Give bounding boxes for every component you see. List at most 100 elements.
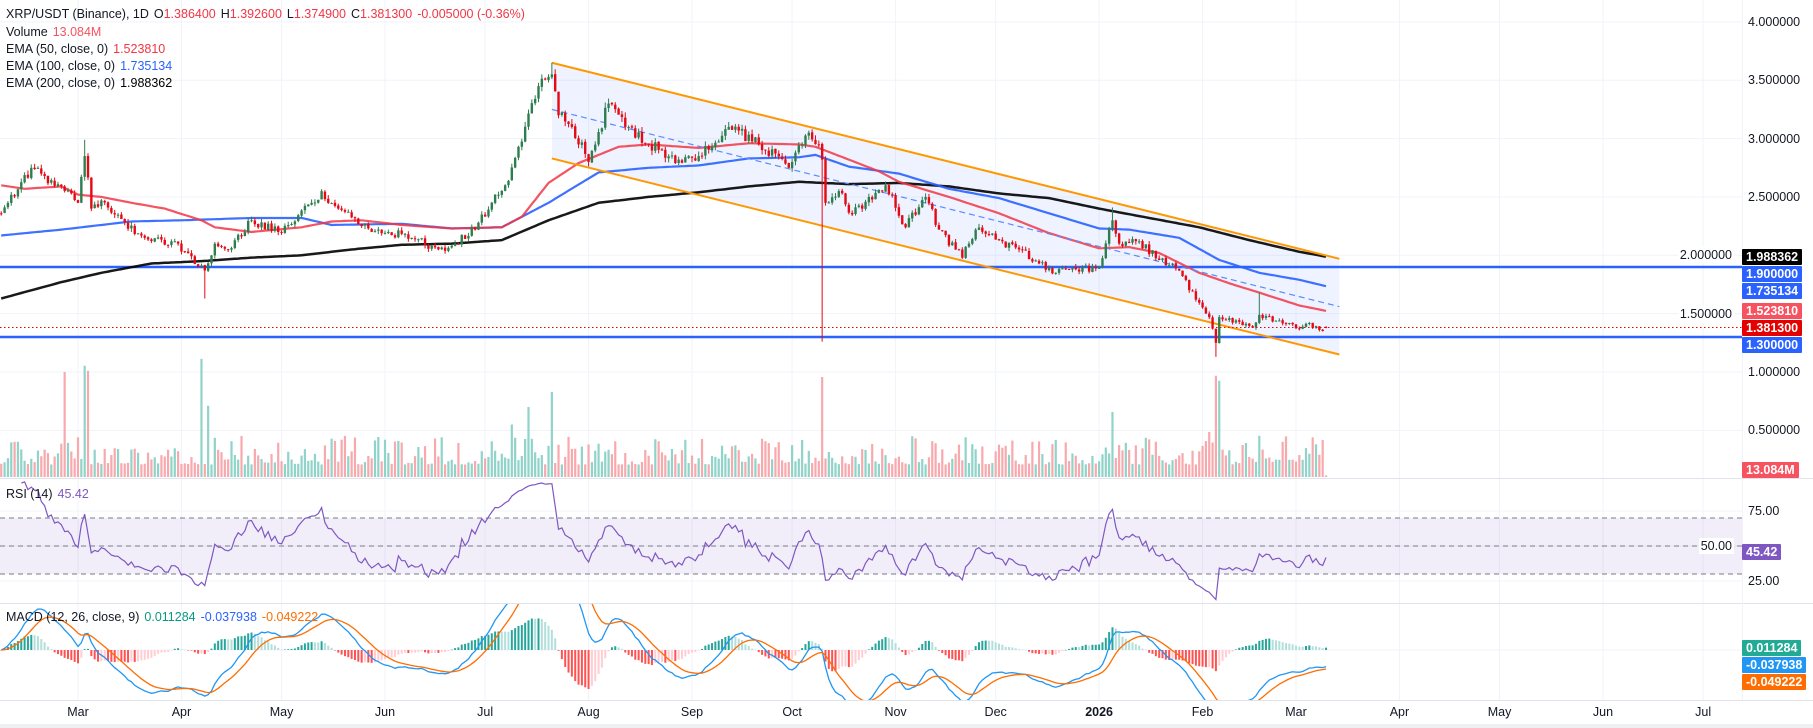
candle <box>794 150 797 166</box>
candle-body <box>260 222 263 228</box>
price-pane[interactable] <box>0 61 1742 477</box>
macd-histogram-bar <box>1188 650 1191 664</box>
candle <box>96 200 100 209</box>
candle-body <box>493 194 497 203</box>
candle-body <box>667 156 670 159</box>
volume-bar <box>497 460 500 477</box>
ema200-legend[interactable]: EMA (200, close, 0) 1.988362 <box>6 75 177 92</box>
candle <box>744 125 747 142</box>
volume-legend[interactable]: Volume 13.084M <box>6 24 106 41</box>
candle <box>747 131 750 144</box>
channel-bottom-line[interactable] <box>551 157 1340 356</box>
candle <box>560 111 564 117</box>
candle-body <box>166 244 170 246</box>
candle <box>150 238 153 244</box>
rsi-pane[interactable] <box>0 481 1742 601</box>
candle <box>517 145 520 161</box>
candle <box>413 235 417 242</box>
macd-histogram-bar <box>1061 650 1064 652</box>
ema100-legend[interactable]: EMA (100, close, 0) 1.735134 <box>6 58 177 75</box>
volume-bar <box>934 443 937 477</box>
candle-body <box>710 146 714 151</box>
ema50-legend[interactable]: EMA (50, close, 0) 1.523810 <box>6 41 170 58</box>
volume-bar <box>550 392 553 477</box>
candle <box>16 188 20 199</box>
macd-histogram-bar <box>901 650 904 652</box>
candle <box>587 153 590 167</box>
candle-body <box>240 235 243 237</box>
macd-pane[interactable] <box>0 514 1328 720</box>
macd-histogram-bar <box>60 650 63 656</box>
macd-legend[interactable]: MACD (12, 26, close, 9) 0.011284 -0.037938… <box>6 609 323 626</box>
price-tick-label: 2.000000 <box>1677 247 1734 264</box>
volume-bar <box>440 437 443 477</box>
rsi-legend[interactable]: RSI (14) 45.42 <box>6 486 94 503</box>
channel-mid-line[interactable] <box>551 108 1340 308</box>
macd-label: MACD (12, 26, close, 9) <box>6 610 140 624</box>
candle <box>690 156 694 163</box>
time-axis-label: Jul <box>1695 705 1712 719</box>
macd-histogram-bar <box>53 650 56 653</box>
volume-bar <box>403 464 407 477</box>
volume-bar <box>617 464 620 477</box>
macd-histogram-bar <box>210 648 213 650</box>
candle-body <box>817 144 821 146</box>
macd-histogram-bar <box>470 640 473 650</box>
price-tick-label: 3.500000 <box>1748 73 1801 88</box>
volume-bar <box>967 462 971 477</box>
macd-histogram-bar <box>270 644 273 650</box>
candle <box>1067 268 1071 271</box>
candle <box>280 230 283 235</box>
macd-histogram-bar <box>577 650 580 685</box>
candle-body <box>256 224 260 228</box>
candle <box>273 223 277 233</box>
candle-body <box>630 126 634 128</box>
volume-bar <box>173 448 176 477</box>
candle-body <box>333 202 337 206</box>
candle-body <box>867 196 871 203</box>
candle <box>754 136 757 143</box>
macd-histogram-bar <box>157 650 160 654</box>
volume-bar <box>1171 460 1174 477</box>
candle-body <box>574 126 577 138</box>
candle <box>730 125 734 130</box>
candle <box>267 221 270 231</box>
candle-body <box>447 247 450 251</box>
volume-bar <box>1244 443 1248 477</box>
macd-histogram-bar <box>467 642 470 650</box>
macd-histogram-bar <box>1191 650 1194 665</box>
volume-bar <box>874 461 877 477</box>
volume-bar <box>1274 459 1278 477</box>
candle <box>110 205 113 215</box>
candle <box>1154 250 1158 262</box>
macd-histogram-bar <box>1074 647 1077 650</box>
candle <box>800 142 804 149</box>
volume-bar <box>96 462 100 477</box>
candle-body <box>1188 279 1191 291</box>
candle-body <box>564 113 567 122</box>
candle <box>353 216 357 222</box>
symbol-title[interactable]: XRP/USDT (Binance), 1D <box>6 7 149 21</box>
volume-bar <box>163 456 166 477</box>
price-tick-label: 0.500000 <box>1748 423 1801 438</box>
volume-bar <box>834 462 837 477</box>
channel-top-line[interactable] <box>551 61 1340 260</box>
volume-bar <box>817 461 820 477</box>
volume-bar <box>720 445 724 477</box>
candle <box>707 144 710 154</box>
candle-body <box>327 198 330 203</box>
volume-bar <box>961 460 964 477</box>
volume-bar <box>707 464 710 477</box>
price-tick-label: 1.500000 <box>1677 305 1734 322</box>
volume-bar <box>857 464 860 477</box>
macd-histogram-bar <box>494 631 497 650</box>
candle <box>857 203 861 209</box>
macd-histogram-bar <box>347 650 350 658</box>
time-axis-label: Jun <box>1592 705 1614 719</box>
volume-bar <box>590 462 593 477</box>
macd-histogram-bar <box>63 650 66 658</box>
candle-body <box>1271 316 1274 322</box>
macd-histogram-bar <box>117 650 120 662</box>
candle-body <box>787 163 790 168</box>
